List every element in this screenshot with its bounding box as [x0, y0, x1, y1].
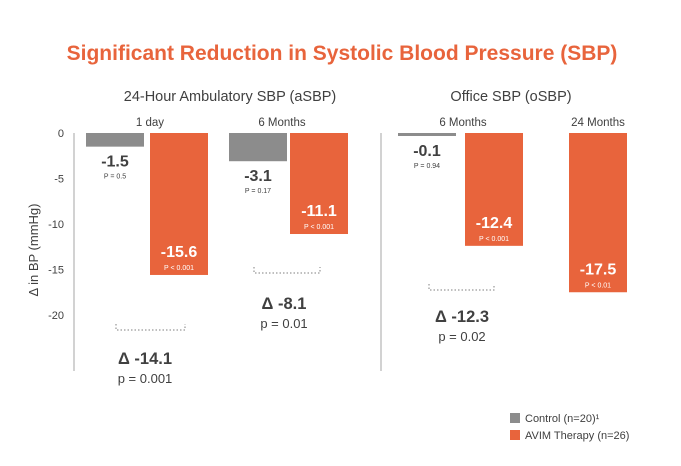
avim-p-label: P < 0.001 [164, 265, 194, 272]
control-value-label: -3.1 [244, 168, 272, 185]
legend-label-control: Control (n=20)¹ [525, 413, 600, 425]
timepoint-label: 1 day [136, 117, 164, 129]
bar-avim [290, 133, 348, 235]
legend-label-avim: AVIM Therapy (n=26) [525, 430, 629, 442]
y-tick-label: -10 [48, 219, 64, 231]
avim-p-label: P < 0.001 [304, 224, 334, 231]
avim-value-label: -15.6 [161, 244, 198, 261]
bar-avim [569, 133, 627, 293]
avim-p-label: P < 0.001 [479, 236, 509, 243]
delta-p-label: p = 0.01 [260, 316, 307, 331]
group-title-asbp: 24-Hour Ambulatory SBP (aSBP) [124, 89, 337, 105]
bar-labels: 1 day -1.5 P = 0.5 -15.6 P < 0.001 6 Months -3… [101, 117, 625, 289]
legend-swatch-control [510, 413, 520, 423]
group-title-osbp: Office SBP (oSBP) [450, 89, 571, 105]
delta-label: Δ -12.3 [435, 308, 489, 326]
y-tick-label: 0 [58, 128, 64, 140]
y-tick-label: -20 [48, 310, 64, 322]
bar-avim [465, 133, 523, 246]
avim-value-label: -12.4 [476, 215, 513, 232]
control-p-label: P = 0.94 [414, 163, 440, 170]
delta-label: Δ -8.1 [262, 295, 307, 313]
avim-value-label: -17.5 [580, 261, 617, 278]
timepoint-label: 6 Months [439, 117, 487, 129]
control-p-label: P = 0.17 [245, 188, 271, 195]
timepoint-label: 6 Months [258, 117, 306, 129]
bar-control [229, 133, 287, 162]
delta-bracket [115, 324, 186, 331]
y-tick-label: -5 [54, 174, 64, 186]
timepoint-label: 24 Months [571, 117, 625, 129]
delta-bracket [253, 267, 321, 274]
y-axis-label: Δ in BP (mmHg) [26, 204, 41, 297]
control-p-label: P = 0.5 [104, 174, 126, 181]
control-value-label: -0.1 [413, 143, 441, 160]
bar-avim [150, 133, 208, 275]
legend: Control (n=20)¹ AVIM Therapy (n=26) [510, 413, 629, 442]
delta-label: Δ -14.1 [118, 350, 172, 368]
delta-p-label: p = 0.02 [438, 329, 485, 344]
bar-control [398, 133, 456, 136]
bar-control [86, 133, 144, 147]
bars [86, 133, 627, 293]
delta-p-label: p = 0.001 [118, 371, 173, 386]
y-tick-label: -15 [48, 265, 64, 277]
avim-value-label: -11.1 [301, 203, 337, 220]
control-value-label: -1.5 [101, 154, 129, 171]
legend-swatch-avim [510, 430, 520, 440]
y-ticks: 0 -5 -10 -15 -20 [48, 128, 64, 322]
delta-annotations: Δ -14.1 p = 0.001 Δ -8.1 p = 0.01 Δ -12.3 p =… [115, 267, 495, 386]
delta-bracket [428, 284, 495, 291]
chart-title: Significant Reduction in Systolic Blood … [67, 42, 618, 65]
avim-p-label: P < 0.01 [585, 282, 611, 289]
